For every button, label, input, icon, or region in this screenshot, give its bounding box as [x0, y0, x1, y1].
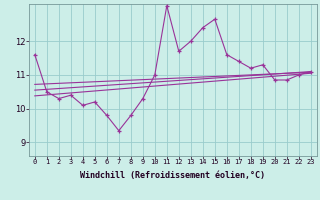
X-axis label: Windchill (Refroidissement éolien,°C): Windchill (Refroidissement éolien,°C): [80, 171, 265, 180]
